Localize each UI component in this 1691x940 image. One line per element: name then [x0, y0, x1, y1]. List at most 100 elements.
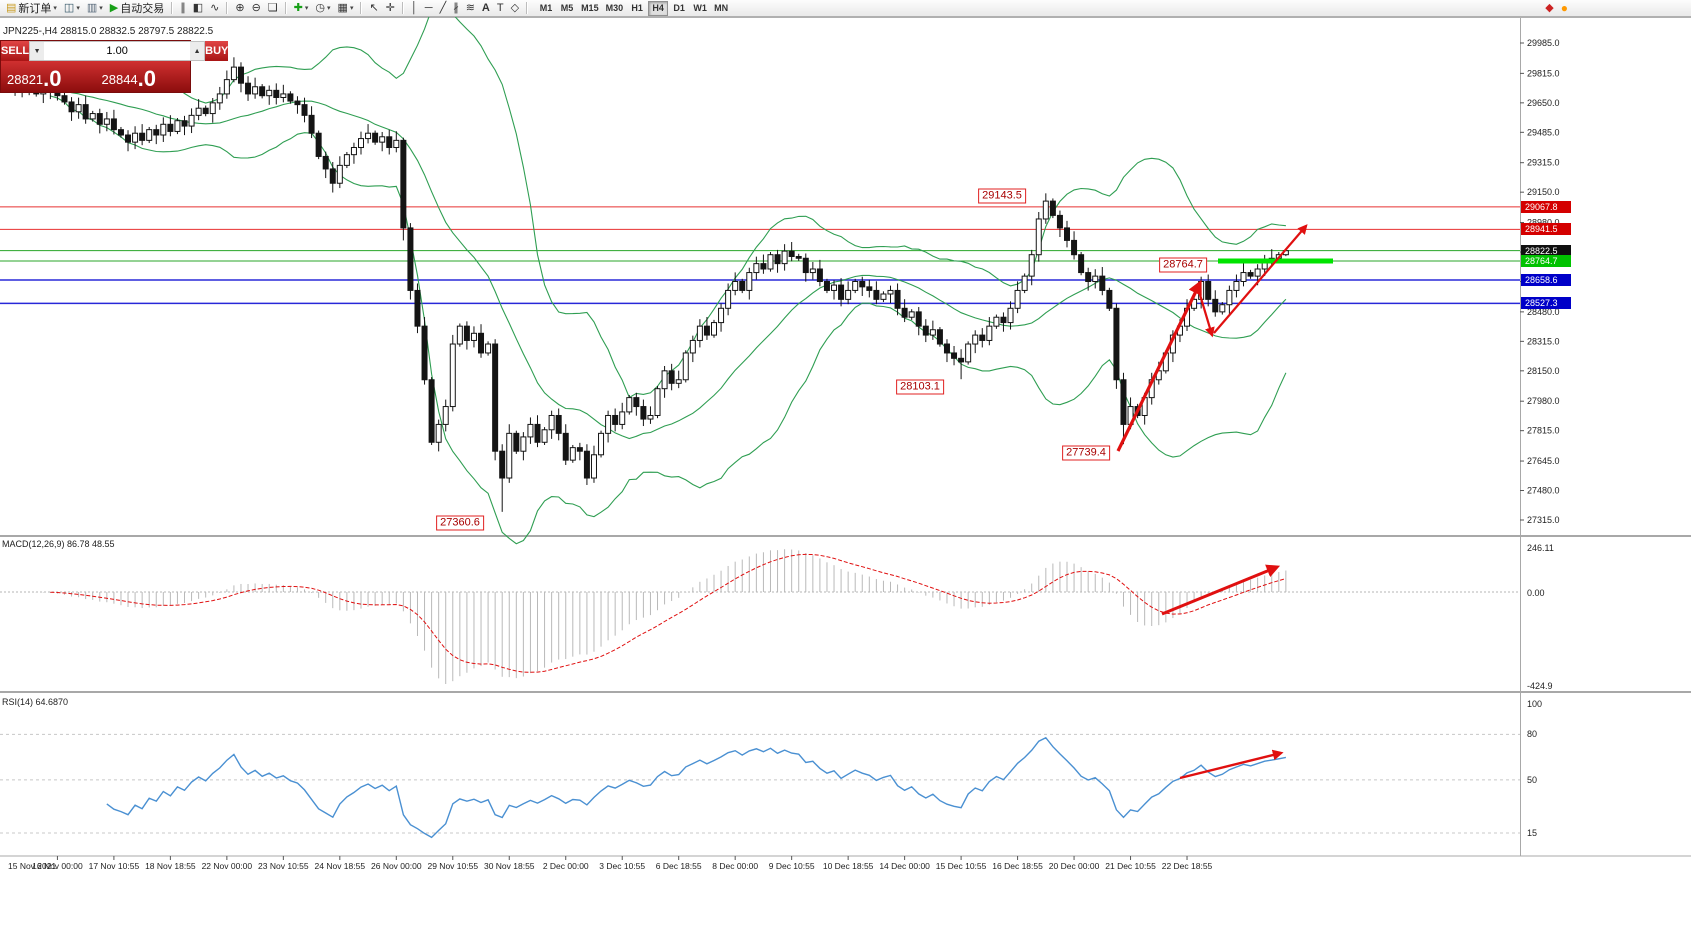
indicators-plus-icon	[294, 3, 303, 14]
timeframe-H4-button[interactable]: H4	[648, 0, 669, 16]
toolbar-separator	[526, 2, 529, 14]
chevron-down-icon: ▾	[76, 5, 80, 12]
horizontal-line-button[interactable]	[422, 1, 436, 16]
trendline-button[interactable]	[437, 1, 450, 16]
price-callout-label[interactable]: 27360.6	[436, 515, 484, 531]
line-chart-button[interactable]	[207, 1, 222, 16]
timeframe-M5-button[interactable]: M5	[557, 1, 577, 16]
svg-text:24 Nov 18:55: 24 Nov 18:55	[315, 861, 366, 871]
zoom-in-button[interactable]	[232, 1, 247, 16]
svg-text:2 Dec 00:00: 2 Dec 00:00	[543, 861, 589, 871]
bollinger-lower-band	[50, 95, 1287, 545]
bid-price[interactable]: 28821 .0	[1, 61, 96, 92]
svg-text:20 Dec 00:00: 20 Dec 00:00	[1049, 861, 1100, 871]
trend-arrow-object[interactable]	[1196, 287, 1215, 338]
svg-text:27480.0: 27480.0	[1527, 486, 1560, 496]
svg-text:10 Dec 18:55: 10 Dec 18:55	[823, 861, 874, 871]
svg-text:29485.0: 29485.0	[1527, 127, 1560, 137]
volume-input[interactable]	[44, 42, 191, 60]
timeframe-M30-button[interactable]: M30	[603, 1, 627, 16]
indicators-button[interactable]: ▾	[291, 1, 312, 16]
crosshair-icon	[386, 3, 395, 14]
cursor-icon	[369, 3, 378, 14]
fibonacci-button[interactable]	[463, 1, 478, 16]
svg-text:29985.0: 29985.0	[1527, 38, 1560, 48]
bars-chart-button[interactable]	[177, 1, 189, 16]
channel-button[interactable]	[450, 1, 462, 16]
trend-arrow-object[interactable]	[1161, 564, 1281, 616]
rsi-panel: 100 80 50 15	[0, 699, 1542, 839]
text-icon	[482, 3, 490, 14]
timeframe-M15-button[interactable]: M15	[578, 1, 602, 16]
svg-text:17 Nov 10:55: 17 Nov 10:55	[89, 861, 140, 871]
price-axis-tag: 29067.8	[1521, 200, 1571, 213]
label-icon	[497, 3, 504, 14]
trend-arrow-object[interactable]	[1116, 279, 1202, 452]
line-chart-icon	[210, 3, 219, 14]
timeframe-W1-button[interactable]: W1	[690, 1, 710, 16]
svg-text:100: 100	[1527, 699, 1542, 709]
fibonacci-icon	[466, 3, 475, 14]
cursor-button[interactable]	[366, 1, 381, 16]
toolbar-separator	[171, 2, 174, 14]
trend-arrows[interactable]	[1116, 224, 1308, 780]
price-callout-label[interactable]: 29143.5	[978, 188, 1026, 204]
svg-text:15: 15	[1527, 828, 1537, 838]
alert-icon[interactable]	[1545, 3, 1553, 14]
price-callout-label[interactable]: 28103.1	[896, 379, 944, 395]
volume-increase-button[interactable]: ▲	[190, 42, 205, 60]
crosshair-button[interactable]	[383, 1, 398, 16]
tile-windows-button[interactable]	[265, 1, 281, 16]
svg-text:28980.0: 28980.0	[1527, 218, 1560, 228]
price-axis-tag: 28822.5	[1521, 244, 1571, 257]
volume-decrease-button[interactable]: ▼	[30, 42, 45, 60]
toolbar-right-icons	[1545, 2, 1568, 15]
timeframe-M1-button[interactable]: M1	[536, 1, 556, 16]
periods-button[interactable]: ▾	[312, 1, 333, 16]
rsi-line	[106, 736, 1287, 839]
ask-price[interactable]: 28844 .0	[96, 61, 191, 92]
auto-trading-button[interactable]: 自动交易	[107, 1, 167, 16]
ask-main-digits: 28844	[101, 72, 138, 87]
new-chart-button[interactable]: ▾	[61, 1, 83, 16]
timeframe-MN-button[interactable]: MN	[711, 1, 731, 16]
horizontal-line-icon	[425, 3, 433, 14]
price-callout-label[interactable]: 27739.4	[1062, 445, 1110, 461]
bid-pip-digits: .0	[43, 66, 62, 91]
sell-button[interactable]: SELL	[1, 41, 30, 61]
candlestick-chart-icon	[193, 3, 203, 14]
macd-indicator-label: MACD(12,26,9) 86.78 48.55	[2, 539, 115, 549]
price-axis-tag: 28764.7	[1521, 255, 1571, 267]
svg-text:14 Dec 00:00: 14 Dec 00:00	[879, 861, 930, 871]
one-click-trade-panel: SELL ▼ ▲ BUY 28821 .0 28844 .0	[0, 40, 229, 93]
vertical-line-button[interactable]	[408, 1, 421, 16]
price-callout-label[interactable]: 28764.7	[1159, 257, 1207, 273]
profiles-button[interactable]: ▾	[84, 1, 106, 16]
candlestick-chart-button[interactable]	[190, 1, 206, 16]
vertical-line-icon	[411, 3, 418, 14]
svg-text:28150.0: 28150.0	[1527, 366, 1560, 376]
trend-arrow-object[interactable]	[1179, 749, 1284, 780]
trend-arrow-object[interactable]	[1213, 224, 1308, 334]
timeframe-D1-button[interactable]: D1	[669, 1, 689, 16]
svg-text:16 Nov 00:00: 16 Nov 00:00	[32, 861, 83, 871]
rsi-indicator-label: RSI(14) 64.6870	[2, 697, 69, 707]
toolbar-separator	[226, 2, 229, 14]
channel-icon	[453, 3, 459, 14]
templates-button[interactable]: ▾	[335, 1, 357, 16]
profiles-icon	[87, 3, 97, 14]
timeframe-H1-button[interactable]: H1	[627, 1, 647, 16]
label-button[interactable]	[494, 1, 507, 16]
new-order-button[interactable]: 新订单 ▾	[3, 1, 60, 16]
svg-text:29 Nov 10:55: 29 Nov 10:55	[427, 861, 478, 871]
text-button[interactable]	[479, 1, 493, 16]
community-icon[interactable]	[1561, 2, 1568, 15]
svg-text:3 Dec 10:55: 3 Dec 10:55	[599, 861, 645, 871]
new-chart-icon	[64, 3, 74, 14]
horizontal-line-objects[interactable]	[0, 206, 1520, 305]
shapes-button[interactable]	[508, 1, 522, 16]
buy-button[interactable]: BUY	[205, 41, 229, 61]
zoom-out-button[interactable]	[249, 1, 264, 16]
